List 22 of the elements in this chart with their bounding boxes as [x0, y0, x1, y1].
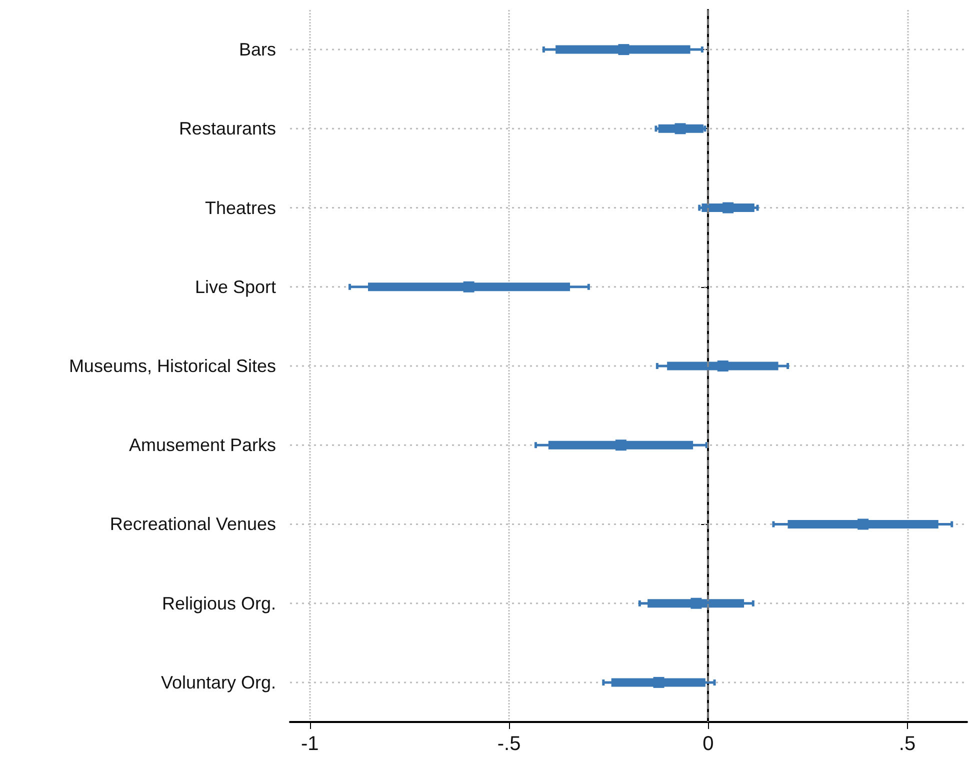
y-tick-label: Museums, Historical Sites — [68, 356, 276, 376]
y-tick-label: Restaurants — [178, 118, 276, 139]
x-tick-label: -.5 — [497, 733, 521, 755]
point — [463, 281, 474, 292]
point — [858, 518, 869, 530]
x-tick-label: .5 — [898, 733, 916, 755]
x-tick-label: -1 — [301, 733, 319, 755]
point — [653, 676, 664, 688]
point — [615, 440, 626, 451]
y-tick-label: Voluntary Org. — [160, 672, 276, 692]
point — [722, 202, 734, 214]
point — [618, 44, 630, 56]
x-tick-label: 0 — [702, 733, 714, 755]
y-tick-label: Live Sport — [194, 276, 276, 297]
point — [690, 598, 702, 609]
y-tick-label: Amusement Parks — [128, 435, 276, 456]
y-tick-label: Theatres — [204, 198, 276, 218]
y-tick-label: Religious Org. — [162, 593, 276, 614]
y-tick-label: Recreational Venues — [110, 514, 276, 534]
point — [717, 360, 728, 372]
point — [674, 123, 686, 134]
y-tick-label: Bars — [238, 40, 276, 60]
